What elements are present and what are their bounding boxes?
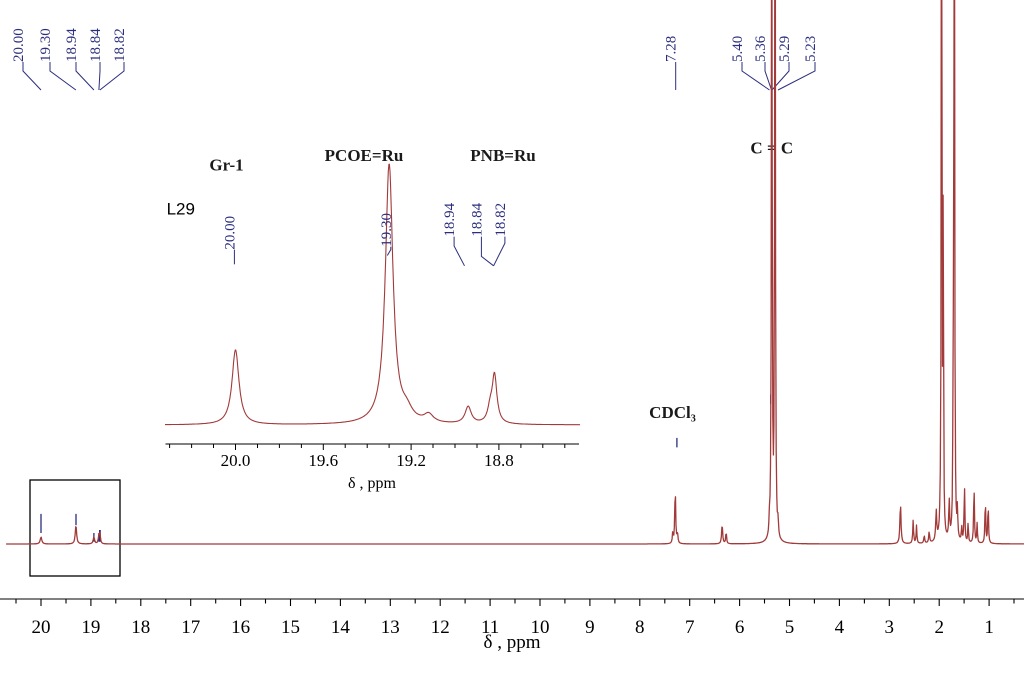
svg-text:18.82: 18.82 [112, 28, 128, 62]
svg-text:17: 17 [181, 617, 200, 638]
svg-text:6: 6 [735, 617, 745, 638]
svg-text:8: 8 [635, 617, 645, 638]
svg-text:18.84: 18.84 [469, 202, 485, 236]
svg-text:18.94: 18.94 [64, 28, 80, 62]
svg-text:7.28: 7.28 [664, 36, 680, 62]
svg-text:18.82: 18.82 [493, 203, 509, 237]
svg-text:5.36: 5.36 [753, 35, 769, 62]
svg-text:Gr-1: Gr-1 [209, 155, 243, 174]
svg-text:L29: L29 [167, 200, 195, 219]
svg-text:2: 2 [934, 617, 944, 638]
svg-text:19.30: 19.30 [379, 213, 395, 247]
svg-text:18.84: 18.84 [88, 28, 104, 62]
svg-text:20.00: 20.00 [11, 28, 27, 62]
svg-text:12: 12 [431, 617, 450, 638]
svg-text:5.23: 5.23 [803, 36, 819, 62]
svg-text:16: 16 [231, 617, 250, 638]
svg-text:5.29: 5.29 [777, 36, 793, 62]
svg-text:PCOE=Ru: PCOE=Ru [325, 146, 404, 165]
svg-text:3: 3 [885, 617, 895, 638]
svg-text:4: 4 [835, 617, 845, 638]
svg-text:14: 14 [331, 617, 351, 638]
svg-text:19.6: 19.6 [308, 451, 338, 470]
svg-text:19.2: 19.2 [396, 451, 426, 470]
svg-text:13: 13 [381, 617, 400, 638]
svg-text:9: 9 [585, 617, 595, 638]
svg-text:18: 18 [131, 617, 150, 638]
svg-text:δ , ppm: δ , ppm [484, 632, 541, 653]
svg-text:5.40: 5.40 [730, 36, 746, 62]
svg-text:20.00: 20.00 [222, 216, 238, 250]
svg-text:CDCl₃: CDCl₃ [649, 403, 696, 422]
svg-text:δ , ppm: δ , ppm [348, 475, 397, 492]
svg-text:20.0: 20.0 [221, 451, 251, 470]
svg-text:1: 1 [984, 617, 994, 638]
svg-text:5: 5 [785, 617, 795, 638]
svg-text:19.30: 19.30 [38, 28, 54, 62]
svg-text:7: 7 [685, 617, 695, 638]
svg-text:18.8: 18.8 [484, 451, 514, 470]
svg-text:PNB=Ru: PNB=Ru [470, 146, 535, 165]
svg-text:20: 20 [32, 617, 51, 638]
svg-text:18.94: 18.94 [442, 202, 458, 236]
svg-text:15: 15 [281, 617, 300, 638]
svg-text:19: 19 [81, 617, 100, 638]
